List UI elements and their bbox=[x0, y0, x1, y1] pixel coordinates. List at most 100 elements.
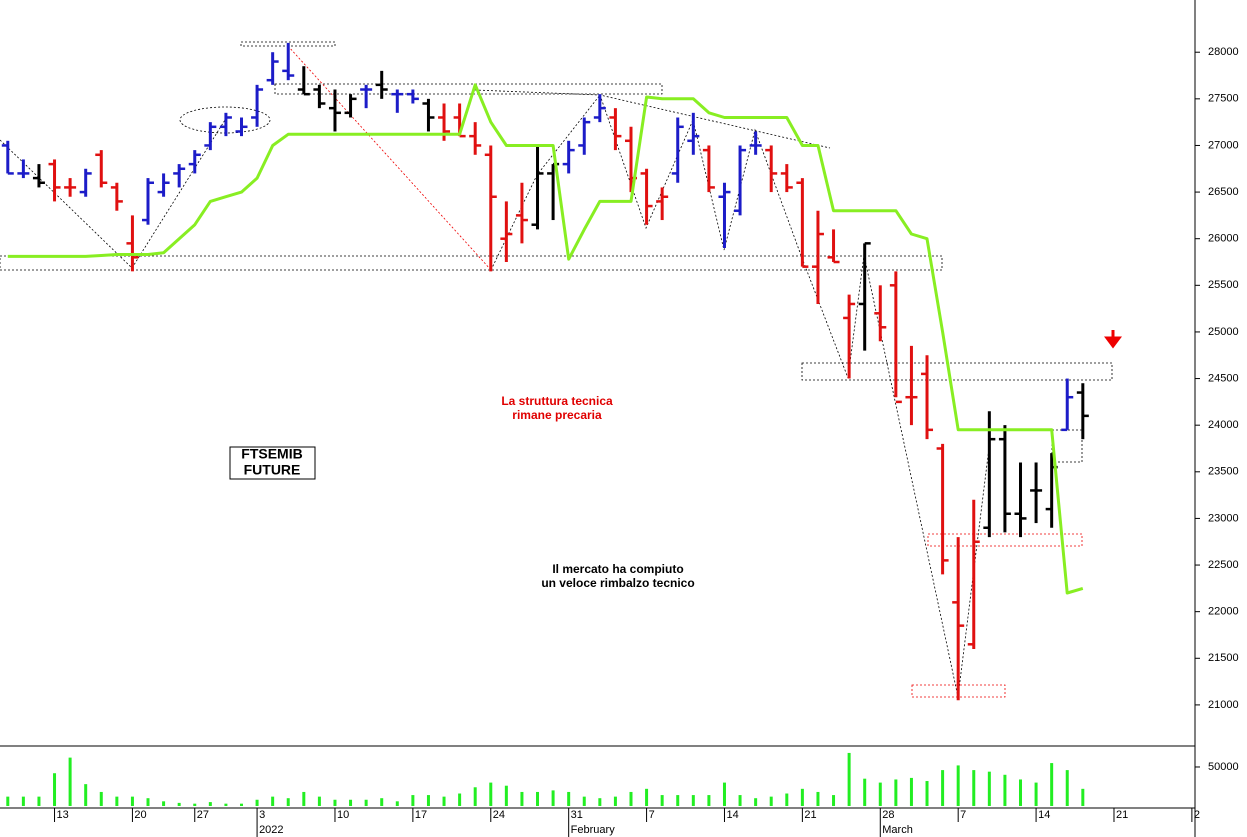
volume-bar bbox=[878, 782, 882, 806]
volume-bar bbox=[582, 796, 586, 806]
volume-bar bbox=[894, 779, 898, 806]
volume-bar bbox=[551, 790, 555, 806]
annotation: un veloce rimbalzo tecnico bbox=[541, 576, 694, 590]
x-tick-label: 7 bbox=[960, 809, 966, 821]
volume-bar bbox=[411, 795, 415, 806]
volume-bar bbox=[302, 791, 306, 806]
decorations bbox=[0, 41, 1122, 698]
x-tick-label: 2 bbox=[1194, 809, 1200, 821]
volume-bar bbox=[972, 770, 976, 806]
volume-bar bbox=[208, 802, 212, 806]
volume-bar bbox=[987, 771, 991, 806]
month-label: March bbox=[882, 824, 913, 836]
volume-bar bbox=[1050, 763, 1054, 806]
volume-bar bbox=[800, 788, 804, 806]
volume-bar bbox=[177, 802, 181, 806]
volume-bar bbox=[458, 793, 462, 806]
y-tick-label: 21500 bbox=[1208, 652, 1239, 664]
x-tick-label: 20 bbox=[134, 809, 146, 821]
volume-bar bbox=[1019, 779, 1023, 806]
volume-bar bbox=[520, 791, 524, 806]
volume-bar bbox=[504, 785, 508, 806]
volume-bar bbox=[239, 803, 243, 806]
volume-bar bbox=[691, 795, 695, 806]
month-label: 2022 bbox=[259, 824, 283, 836]
volume-bar bbox=[1003, 774, 1007, 806]
y-tick-label: 21000 bbox=[1208, 699, 1239, 711]
volume-bar bbox=[567, 791, 571, 806]
x-tick-label: 13 bbox=[57, 809, 69, 821]
volume-bar bbox=[6, 796, 10, 806]
volume-bar bbox=[722, 782, 726, 806]
volume-bar bbox=[317, 796, 321, 806]
x-tick-label: 28 bbox=[882, 809, 894, 821]
volume-bar bbox=[442, 796, 446, 806]
annotation: Il mercato ha compiuto bbox=[552, 562, 683, 576]
volume-bar bbox=[84, 784, 88, 806]
y-tick-label: 26500 bbox=[1208, 186, 1239, 198]
volume-bar bbox=[489, 782, 493, 806]
resistance-box bbox=[801, 362, 1113, 381]
volume-bar bbox=[364, 799, 368, 806]
volume-bar bbox=[785, 793, 789, 806]
volume-bar bbox=[1081, 788, 1085, 806]
y-tick-label: 23500 bbox=[1208, 466, 1239, 478]
y-tick-label: 24000 bbox=[1208, 419, 1239, 431]
x-tick-label: 7 bbox=[649, 809, 655, 821]
y-tick-label: 23000 bbox=[1208, 512, 1239, 524]
y-tick-label: 22000 bbox=[1208, 606, 1239, 618]
y-tick-label: 25000 bbox=[1208, 326, 1239, 338]
x-tick-label: 3 bbox=[259, 809, 265, 821]
volume-bar bbox=[847, 752, 851, 806]
volume-bar bbox=[645, 788, 649, 806]
volume-bar bbox=[536, 791, 540, 806]
label-box bbox=[229, 446, 316, 480]
down-arrow bbox=[1104, 330, 1122, 349]
volume-bar bbox=[660, 795, 664, 806]
volume-bar bbox=[941, 770, 945, 806]
x-tick-label: 31 bbox=[571, 809, 583, 821]
volume-bar bbox=[37, 796, 41, 806]
label-box-text: FTSEMIB bbox=[241, 446, 302, 462]
volume-bar bbox=[426, 795, 430, 806]
x-tick-label: 14 bbox=[726, 809, 738, 821]
y-tick-label: 27500 bbox=[1208, 93, 1239, 105]
volume-bar bbox=[193, 803, 197, 806]
x-tick-label: 17 bbox=[415, 809, 427, 821]
volume-bar bbox=[738, 795, 742, 806]
y-tick-label: 22500 bbox=[1208, 559, 1239, 571]
label-box-text: FUTURE bbox=[244, 462, 301, 478]
volume-bar bbox=[956, 765, 960, 806]
volume-bar bbox=[925, 781, 929, 806]
volume-bar bbox=[676, 795, 680, 806]
x-tick-label: 10 bbox=[337, 809, 349, 821]
y-tick-label: 24500 bbox=[1208, 372, 1239, 384]
x-tick-label: 21 bbox=[804, 809, 816, 821]
volume-bar bbox=[224, 803, 228, 806]
y-tick-label: 26000 bbox=[1208, 233, 1239, 245]
volume-bar bbox=[115, 796, 119, 806]
x-tick-label: 21 bbox=[1116, 809, 1128, 821]
x-tick-label: 14 bbox=[1038, 809, 1050, 821]
volume-bar bbox=[255, 799, 259, 806]
y-tick-label: 27000 bbox=[1208, 139, 1239, 151]
volume-bar bbox=[629, 791, 633, 806]
volume-bar bbox=[1065, 770, 1069, 806]
volume-bar bbox=[1034, 782, 1038, 806]
y-tick-label: 25500 bbox=[1208, 279, 1239, 291]
annotation: rimane precaria bbox=[512, 408, 602, 422]
volume-bar bbox=[21, 796, 25, 806]
volume-bar bbox=[707, 795, 711, 806]
support-box bbox=[0, 255, 943, 271]
volume-bar bbox=[832, 795, 836, 806]
volume-bar bbox=[349, 799, 353, 806]
volume-bar bbox=[333, 799, 337, 806]
volume-bar bbox=[162, 801, 166, 806]
volume-bar bbox=[816, 791, 820, 806]
volume-bar bbox=[613, 796, 617, 806]
volume-bar bbox=[53, 773, 57, 806]
volume-bar bbox=[863, 778, 867, 806]
volume-bar bbox=[380, 798, 384, 806]
